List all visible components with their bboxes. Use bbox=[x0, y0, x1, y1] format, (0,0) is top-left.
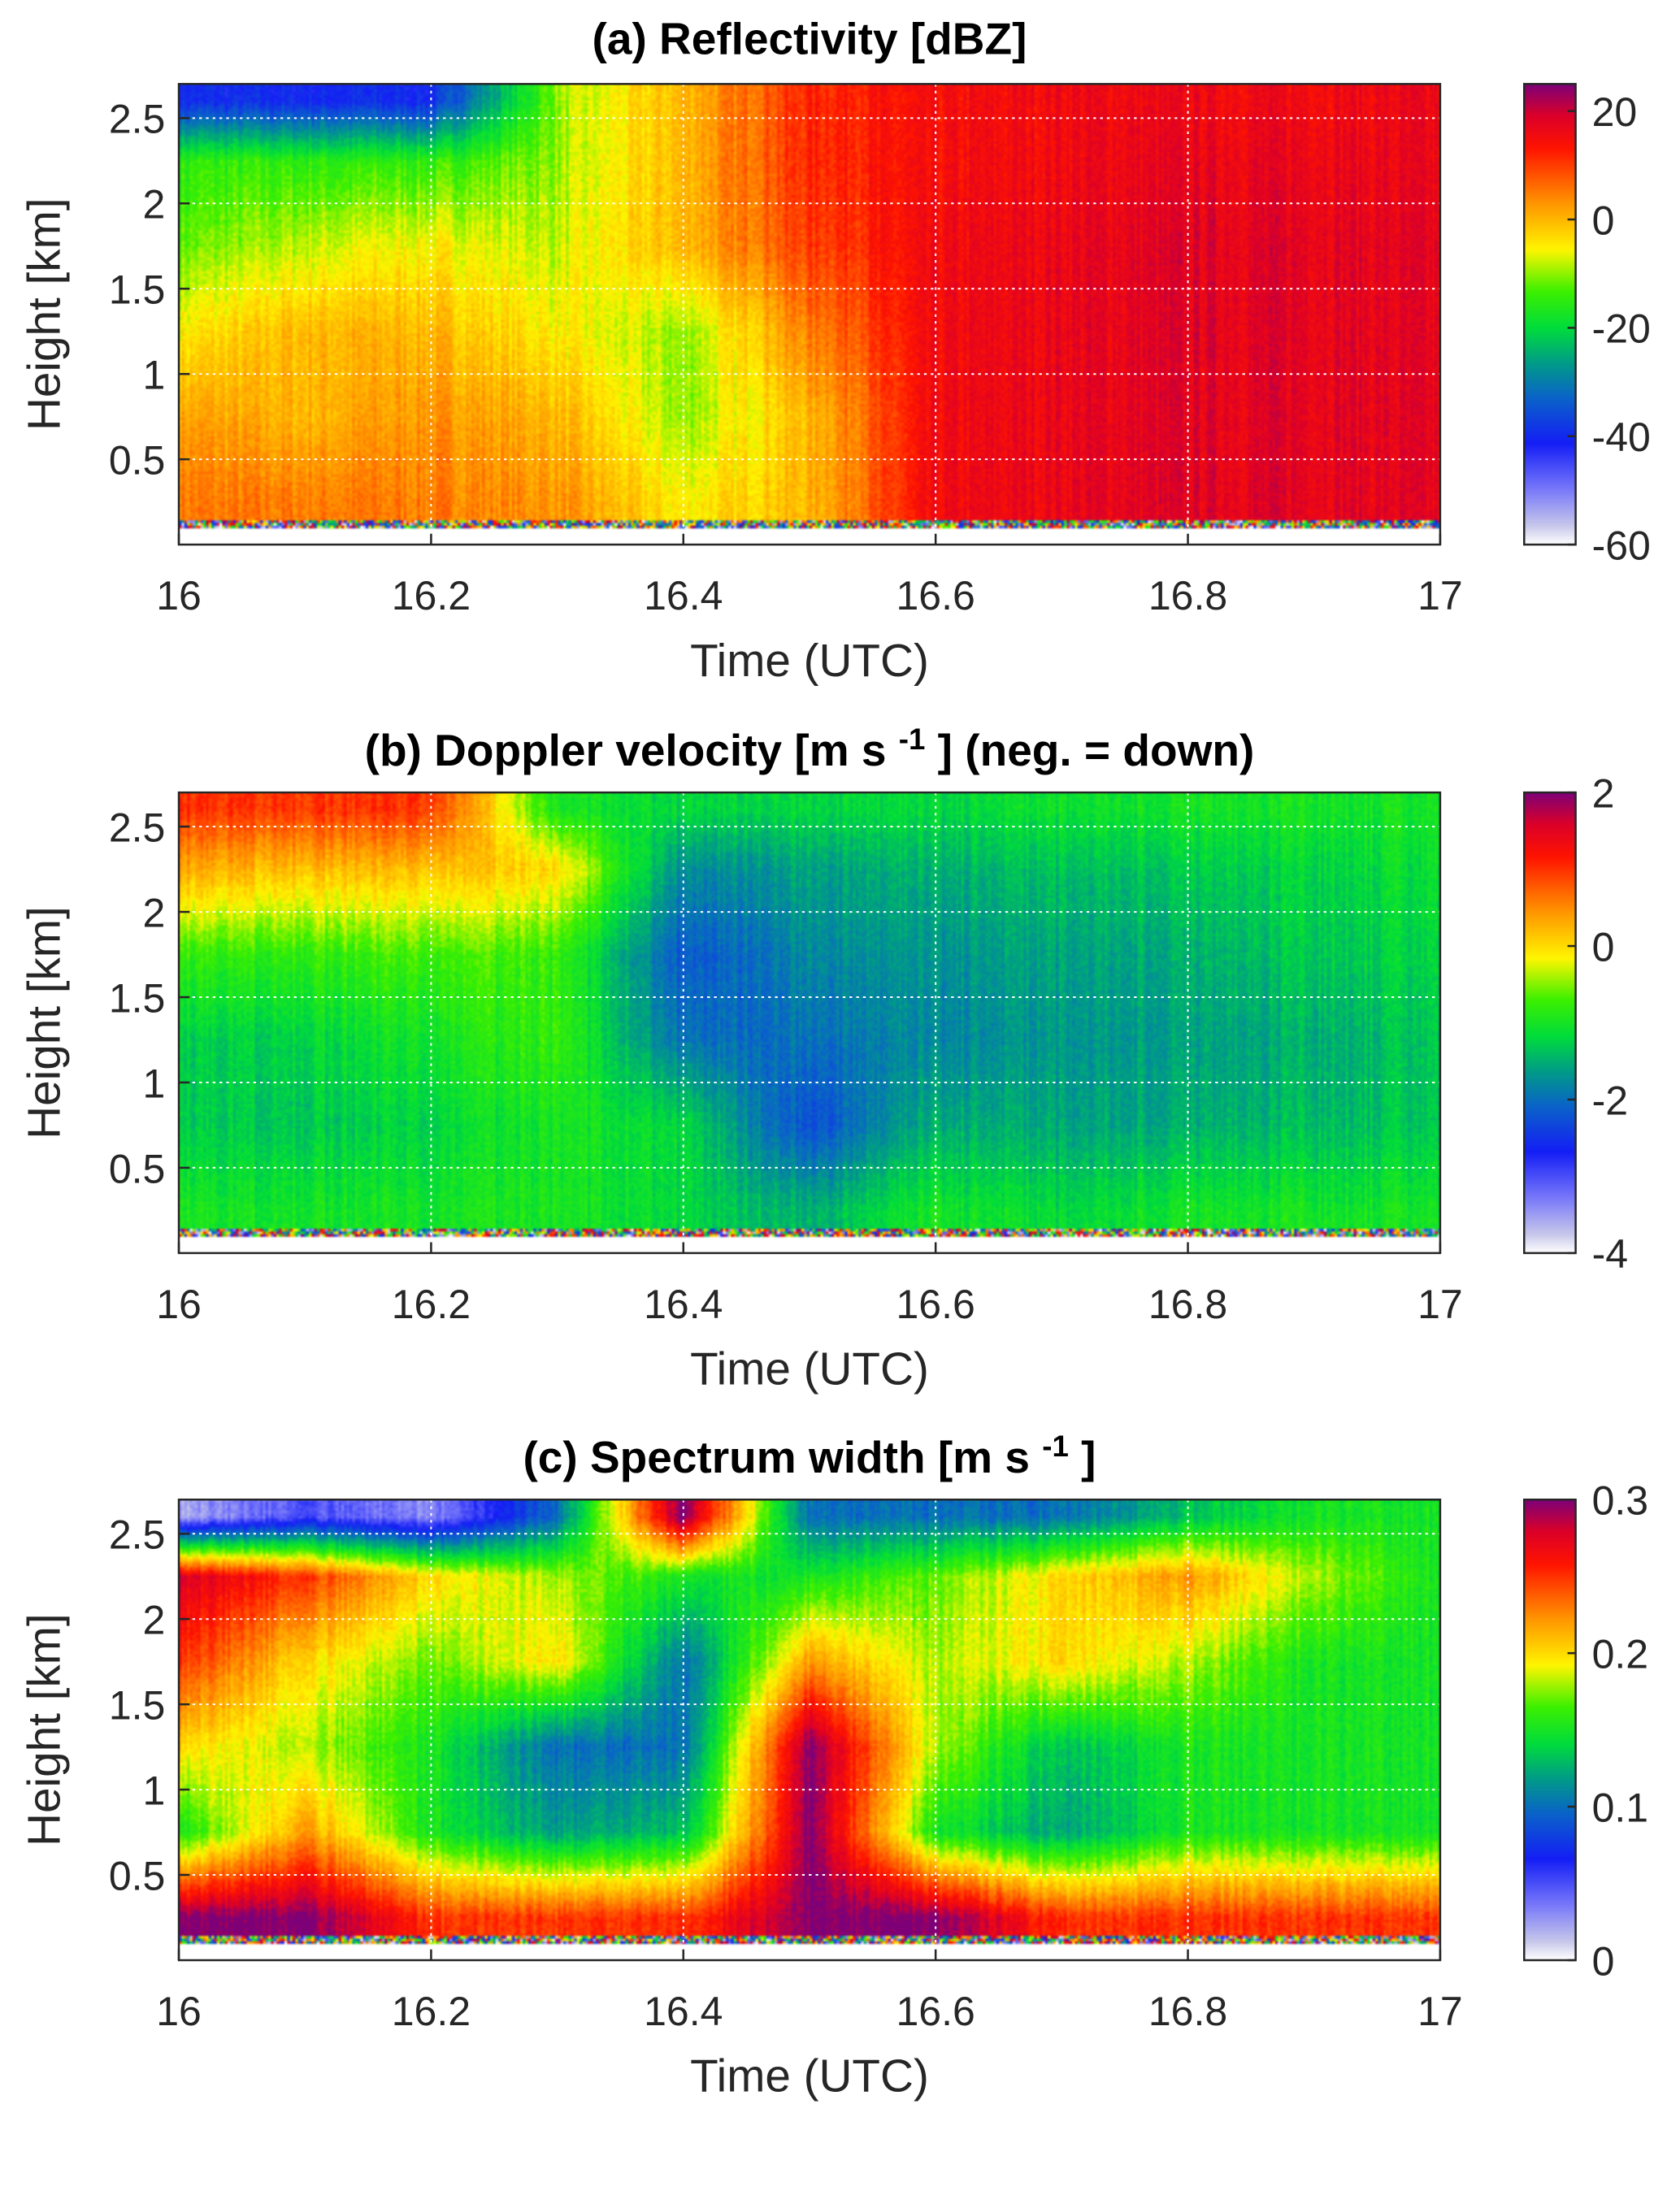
colorbar-tick-label: 20 bbox=[1592, 89, 1638, 135]
colorbar-frame bbox=[1523, 83, 1577, 546]
y-tick-label: 0.5 bbox=[109, 437, 166, 483]
x-tick-label: 16.6 bbox=[896, 573, 975, 618]
x-tick-label: 16.2 bbox=[392, 573, 471, 618]
colorbar-tick-label: -20 bbox=[1592, 306, 1651, 352]
panel-doppler-velocity: (b) Doppler velocity [m s -1 ] (neg. = d… bbox=[0, 722, 1680, 1497]
y-tick-label: 1 bbox=[143, 1768, 166, 1813]
axes: 16 16.2 16.4 16.6 16.8 17 0.5 1 1.5 2 2.5 Time (UTC… bbox=[19, 1478, 1649, 2102]
y-tick-label: 2 bbox=[143, 1598, 166, 1643]
x-tick-label: 16.4 bbox=[644, 1989, 723, 2034]
x-tick-label: 17 bbox=[1417, 1282, 1463, 1327]
y-tick-label: 1.5 bbox=[109, 1682, 166, 1728]
axes-frame bbox=[177, 83, 1442, 546]
heatmap bbox=[179, 1499, 1440, 1961]
x-tick-label: 16.8 bbox=[1148, 1282, 1227, 1327]
title-end: ] (neg. = down) bbox=[937, 724, 1255, 775]
title-end: ] bbox=[1081, 1431, 1096, 1482]
colorbar-tick-label: -60 bbox=[1592, 523, 1651, 568]
y-tick-label: 1.5 bbox=[109, 975, 166, 1021]
x-tick-label: 16.6 bbox=[896, 1282, 975, 1327]
y-tick-label: 2 bbox=[143, 182, 166, 228]
y-tick-label: 0.5 bbox=[109, 1853, 166, 1898]
y-tick-label: 1.5 bbox=[109, 267, 166, 313]
x-tick-label: 16.2 bbox=[392, 1282, 471, 1327]
title-text: (c) Spectrum width [m s bbox=[523, 1431, 1030, 1482]
colorbar-tick-label: -2 bbox=[1592, 1078, 1628, 1123]
x-tick-label: 16.2 bbox=[392, 1989, 471, 2034]
title-text: (a) Reflectivity [dBZ] bbox=[592, 13, 1027, 64]
axes-frame bbox=[177, 791, 1442, 1255]
heatmap bbox=[179, 792, 1440, 1253]
panel-title: (a) Reflectivity [dBZ] bbox=[179, 14, 1440, 65]
y-axis-label: Height [km] bbox=[19, 197, 70, 431]
title-text: (b) Doppler velocity [m s bbox=[364, 724, 887, 775]
colorbar-tick-label: 0 bbox=[1592, 1938, 1615, 1984]
title-superscript: -1 bbox=[898, 722, 926, 757]
colorbar-tick-label: 0.3 bbox=[1592, 1478, 1649, 1524]
colorbar bbox=[1524, 84, 1576, 545]
y-axis-label: Height [km] bbox=[19, 1613, 70, 1846]
colorbar-tick-label: -40 bbox=[1592, 414, 1651, 460]
colorbar-tick-label: -4 bbox=[1592, 1231, 1628, 1277]
y-tick-label: 2.5 bbox=[109, 1512, 166, 1558]
y-axis-label: Height [km] bbox=[19, 906, 70, 1139]
colorbar-tick-label: 0.1 bbox=[1592, 1785, 1649, 1830]
colorbar bbox=[1524, 792, 1576, 1253]
colorbar-tick-label: 0 bbox=[1592, 197, 1615, 243]
x-tick-label: 16.4 bbox=[644, 1282, 723, 1327]
axes-frame bbox=[177, 1499, 1442, 1962]
panel-reflectivity: (a) Reflectivity [dBZ] 16 16.2 16.4 16.6 16.… bbox=[0, 14, 1680, 788]
colorbar-frame bbox=[1523, 1499, 1577, 1962]
x-tick-label: 16 bbox=[156, 1989, 202, 2034]
x-tick-label: 16.6 bbox=[896, 1989, 975, 2034]
axes: 16 16.2 16.4 16.6 16.8 17 0.5 1 1.5 2 2.5 Time (UTC… bbox=[19, 83, 1651, 687]
title-superscript: -1 bbox=[1042, 1429, 1069, 1464]
figure: (a) Reflectivity [dBZ] 16 16.2 16.4 16.6 16.… bbox=[0, 14, 1680, 2102]
x-tick-label: 16.8 bbox=[1148, 573, 1227, 618]
x-tick-label: 16 bbox=[156, 573, 202, 618]
colorbar-frame bbox=[1523, 791, 1577, 1255]
colorbar bbox=[1524, 1499, 1576, 1961]
colorbar-tick-label: 2 bbox=[1592, 770, 1615, 816]
y-tick-label: 0.5 bbox=[109, 1146, 166, 1191]
panel-title: (b) Doppler velocity [m s -1 ] (neg. = d… bbox=[179, 722, 1440, 776]
y-tick-label: 2.5 bbox=[109, 97, 166, 142]
x-axis-label: Time (UTC) bbox=[690, 2051, 929, 2102]
panel-title: (c) Spectrum width [m s -1 ] bbox=[179, 1430, 1440, 1484]
x-tick-label: 17 bbox=[1417, 573, 1463, 618]
y-tick-label: 2 bbox=[143, 890, 166, 935]
y-tick-label: 1 bbox=[143, 353, 166, 398]
y-tick-label: 2.5 bbox=[109, 805, 166, 850]
colorbar-tick-label: 0.2 bbox=[1592, 1632, 1649, 1677]
panel-spectrum-width: (c) Spectrum width [m s -1 ] 16 16.2 16.4 1… bbox=[0, 1430, 1680, 2204]
x-tick-label: 17 bbox=[1417, 1989, 1463, 2034]
x-axis-label: Time (UTC) bbox=[690, 636, 929, 687]
colorbar-tick-label: 0 bbox=[1592, 924, 1615, 970]
heatmap bbox=[179, 84, 1440, 545]
x-tick-label: 16.4 bbox=[644, 573, 723, 618]
x-tick-label: 16.8 bbox=[1148, 1989, 1227, 2034]
axes: 16 16.2 16.4 16.6 16.8 17 0.5 1 1.5 2 2.5 Time (UTC… bbox=[19, 770, 1628, 1395]
y-tick-label: 1 bbox=[143, 1061, 166, 1106]
x-axis-label: Time (UTC) bbox=[690, 1344, 929, 1395]
x-tick-label: 16 bbox=[156, 1282, 202, 1327]
